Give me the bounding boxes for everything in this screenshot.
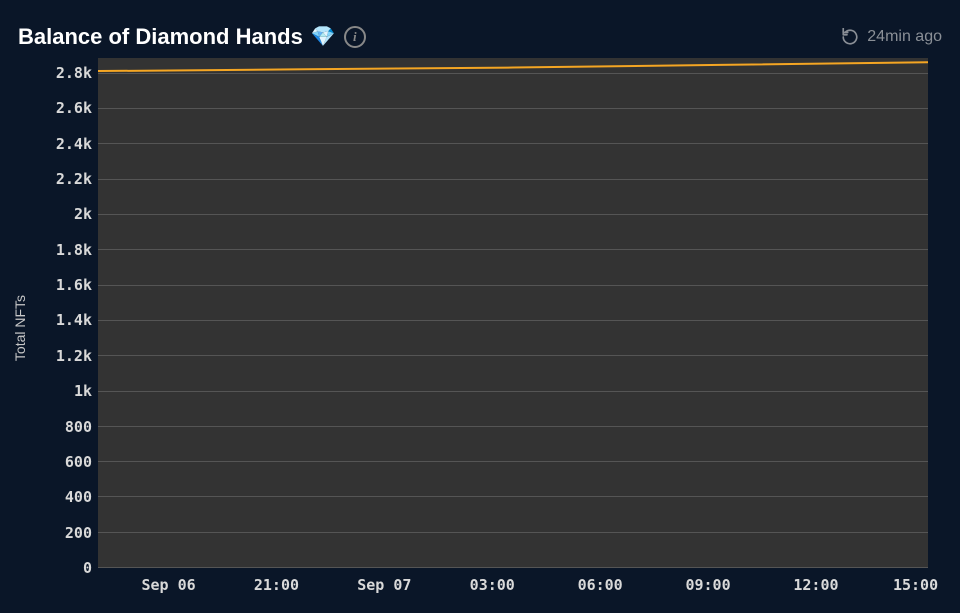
- gridline: [98, 179, 928, 180]
- x-tick-label: 06:00: [578, 576, 623, 594]
- y-tick-label: 1.6k: [56, 276, 92, 294]
- y-tick-label: 2.4k: [56, 135, 92, 153]
- gridline: [98, 461, 928, 462]
- data-line: [98, 58, 928, 567]
- chart-panel: Balance of Diamond Hands 💎 i 24min ago T…: [0, 0, 960, 613]
- y-tick-label: 400: [65, 488, 92, 506]
- y-tick-label: 0: [83, 559, 92, 577]
- gridline: [98, 355, 928, 356]
- y-axis: 0 200 400 600 800 1k 1.2k 1.4k 1.6k 1.8k 2k 2.2k 2.4…: [42, 58, 98, 598]
- y-tick-label: 2.6k: [56, 99, 92, 117]
- x-tick-label: Sep 06: [141, 576, 195, 594]
- y-tick-label: 2.2k: [56, 170, 92, 188]
- panel-title: Balance of Diamond Hands: [18, 24, 303, 50]
- y-tick-label: 200: [65, 524, 92, 542]
- y-axis-label: Total NFTs: [12, 295, 28, 361]
- gridline: [98, 214, 928, 215]
- gridline: [98, 73, 928, 74]
- timestamp-text: 24min ago: [867, 28, 942, 46]
- x-tick-label: 21:00: [254, 576, 299, 594]
- y-tick-label: 1.4k: [56, 311, 92, 329]
- y-tick-label: 2k: [74, 205, 92, 223]
- gridline: [98, 143, 928, 144]
- timestamp-group: 24min ago: [841, 28, 942, 46]
- gridline: [98, 391, 928, 392]
- diamond-icon: 💎: [311, 27, 336, 47]
- y-tick-label: 2.8k: [56, 64, 92, 82]
- x-tick-label: 09:00: [685, 576, 730, 594]
- y-tick-label: 1.8k: [56, 241, 92, 259]
- title-group: Balance of Diamond Hands 💎 i: [18, 24, 366, 50]
- gridline: [98, 285, 928, 286]
- gridline: [98, 320, 928, 321]
- y-tick-label: 1.2k: [56, 347, 92, 365]
- gridline: [98, 532, 928, 533]
- y-tick-label: 800: [65, 418, 92, 436]
- x-tick-label: Sep 07: [357, 576, 411, 594]
- chart-area: Total NFTs 02004006008001k1.2k1.4k1.6k1.…: [18, 58, 942, 598]
- y-tick-label: 600: [65, 453, 92, 471]
- info-icon[interactable]: i: [344, 26, 366, 48]
- x-tick-label: 12:00: [793, 576, 838, 594]
- gridline: [98, 496, 928, 497]
- x-axis: Sep 0621:00Sep 0703:0006:0009:0012:0015:…: [98, 572, 928, 598]
- x-tick-label: 15:00: [893, 576, 938, 594]
- gridline: [98, 426, 928, 427]
- panel-header: Balance of Diamond Hands 💎 i 24min ago: [18, 24, 942, 50]
- gridline: [98, 108, 928, 109]
- refresh-icon: [841, 28, 859, 46]
- x-tick-label: 03:00: [470, 576, 515, 594]
- plot-region[interactable]: [98, 58, 928, 568]
- y-tick-label: 1k: [74, 382, 92, 400]
- gridline: [98, 249, 928, 250]
